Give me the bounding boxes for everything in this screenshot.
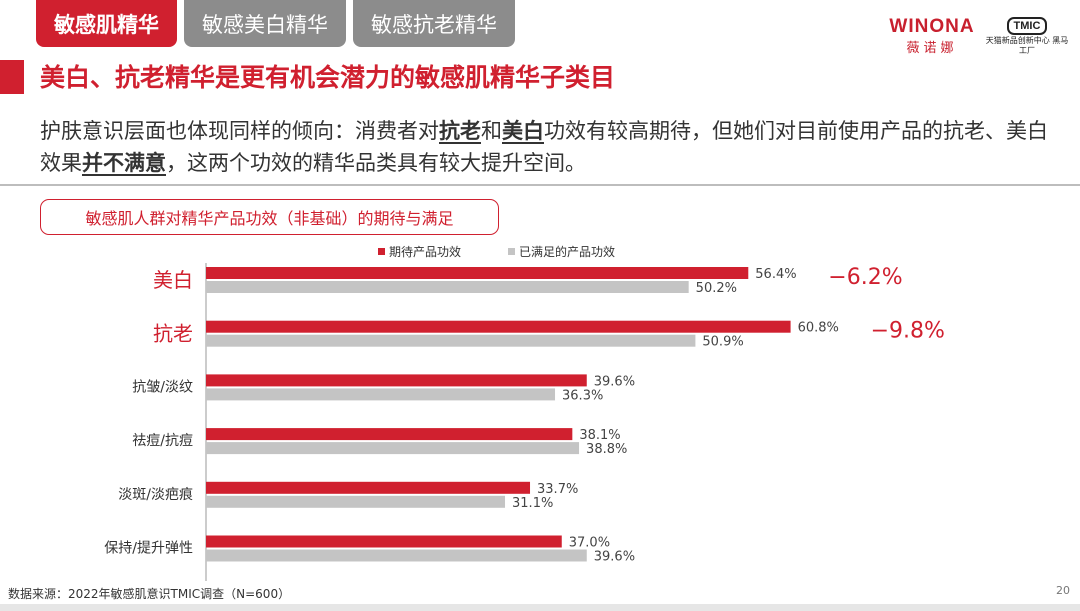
bar-expected (206, 267, 749, 279)
data-label-expected: 56.4% (755, 267, 796, 282)
footer-band (0, 604, 1080, 611)
bar-expected (206, 535, 562, 548)
brand-name-en: WINONA (889, 16, 975, 37)
data-source: 数据来源：2022年敏感肌意识TMIC调查（N=600） (8, 587, 291, 601)
description-highlight-antiaging: 抗老 (439, 119, 481, 143)
page-title: 美白、抗老精华是更有机会潜力的敏感肌精华子类目 (40, 63, 616, 92)
brand-name-cn: 薇诺娜 (906, 41, 958, 56)
bar-expected (206, 428, 573, 441)
legend-label-2: 已满足的产品功效 (519, 244, 615, 259)
tmic-subtitle: 天猫新品创新中心 黑马工厂 (985, 36, 1069, 55)
gap-annotation: −9.8% (871, 319, 945, 344)
category-label: 抗皱/淡纹 (132, 379, 193, 395)
data-label-satisfied: 38.8% (586, 442, 627, 457)
section-divider (0, 184, 1080, 186)
tab-sensitive-serum[interactable]: 敏感肌精华 (36, 0, 177, 47)
bar-satisfied (206, 388, 556, 401)
data-label-expected: 60.8% (798, 321, 839, 336)
gap-annotation: −6.2% (828, 265, 902, 290)
bar-satisfied (206, 549, 587, 562)
bar-expected (206, 481, 531, 494)
legend-swatch-2 (508, 248, 515, 255)
category-label: 祛痘/抗痘 (132, 433, 193, 449)
description-highlight-unsatisfied: 并不满意 (82, 151, 166, 175)
description-highlight-whitening: 美白 (502, 119, 544, 143)
tab-sensitive-whitening-serum[interactable]: 敏感美白精华 (184, 0, 346, 47)
description-text-1: 护肤意识层面也体现同样的倾向：消费者对 (40, 119, 439, 143)
legend-label-1: 期待产品功效 (389, 244, 461, 259)
data-label-expected: 38.1% (579, 428, 620, 443)
bar-expected (206, 320, 791, 333)
bar-satisfied (206, 442, 580, 455)
tmic-logo: TMIC 天猫新品创新中心 黑马工厂 (985, 14, 1069, 56)
tmic-name: TMIC (1006, 17, 1048, 35)
tab-sensitive-antiaging-serum[interactable]: 敏感抗老精华 (353, 0, 515, 47)
bar-satisfied (206, 281, 689, 293)
category-label: 淡斑/淡疤痕 (118, 487, 193, 503)
bar-satisfied (206, 495, 506, 508)
data-label-satisfied: 50.2% (696, 281, 737, 296)
description: 护肤意识层面也体现同样的倾向：消费者对抗老和美白功效有较高期待，但她们对目前使用… (40, 115, 1050, 179)
winona-logo: WINONA 薇诺娜 (884, 16, 980, 56)
description-text-2: 和 (481, 119, 502, 143)
tab-bar: 敏感肌精华 敏感美白精华 敏感抗老精华 (36, 0, 515, 47)
bar-expected (206, 374, 587, 387)
data-label-satisfied: 36.3% (562, 388, 603, 403)
description-text-4: ，这两个功效的精华品类具有较大提升空间。 (166, 151, 586, 175)
legend-swatch-1 (378, 248, 385, 255)
data-label-satisfied: 31.1% (512, 496, 553, 511)
data-label-expected: 33.7% (537, 482, 578, 497)
description-text-3: 功效有较高期待，但她们对目前使用产品的抗老、美白效果 (40, 119, 1048, 175)
data-label-satisfied: 39.6% (594, 550, 635, 565)
category-label: 美白 (153, 268, 193, 292)
data-label-expected: 39.6% (594, 374, 635, 389)
page-number: 20 (1056, 584, 1070, 597)
data-label-satisfied: 50.9% (702, 335, 743, 350)
bar-satisfied (206, 334, 696, 347)
category-label: 抗老 (153, 322, 193, 346)
chart-title: 敏感肌人群对精华产品功效（非基础）的期待与满足 (40, 199, 499, 235)
title-accent-bar (0, 60, 24, 94)
data-label-expected: 37.0% (569, 536, 610, 551)
category-label: 保持/提升弹性 (104, 541, 193, 557)
